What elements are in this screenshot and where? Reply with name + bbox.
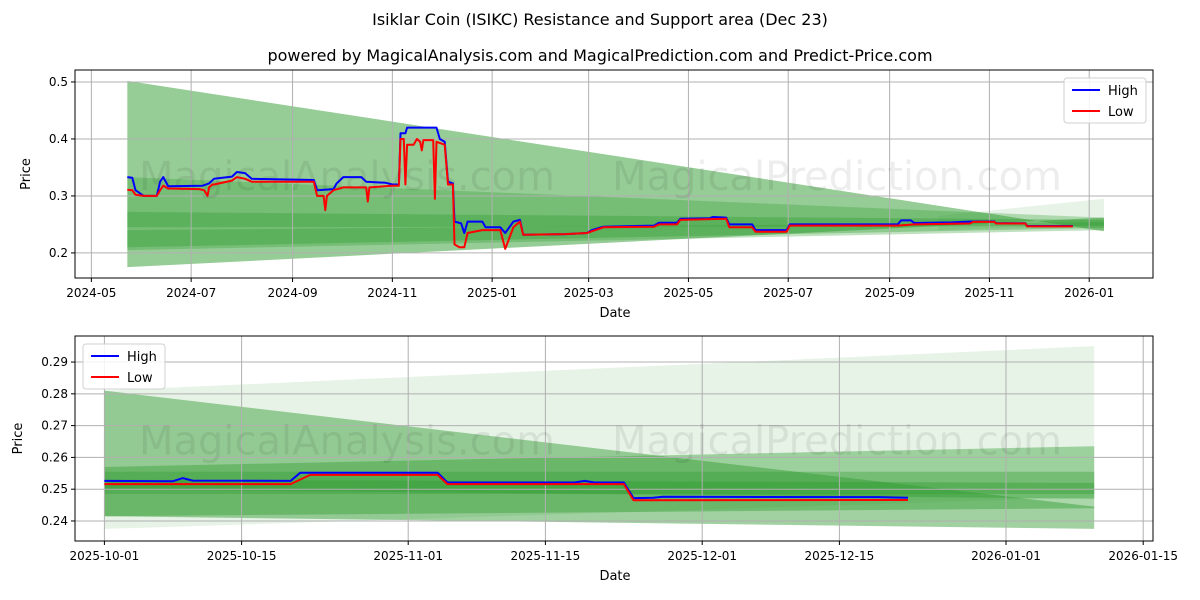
legend-label-low: Low — [127, 371, 153, 386]
series-line-high — [104, 471, 909, 500]
x-axis-label: Date — [599, 569, 630, 584]
x-tick-label: 2026-01 — [1064, 286, 1114, 300]
watermark-text: MagicalPrediction.com — [612, 419, 1062, 465]
legend-label-high: High — [127, 350, 157, 365]
x-tick-label: 2024-07 — [166, 286, 216, 300]
legend-label-low: Low — [1108, 105, 1134, 120]
support-resistance-band — [104, 446, 1095, 517]
x-tick-label: 2025-07 — [763, 286, 813, 300]
x-tick-label: 2025-11-15 — [511, 549, 581, 563]
x-tick-label: 2025-03 — [564, 286, 614, 300]
y-tick-label: 0.24 — [41, 514, 68, 528]
x-tick-label: 2025-10-15 — [207, 549, 277, 563]
y-tick-label: 0.25 — [41, 482, 68, 496]
x-tick-label: 2025-11-01 — [373, 549, 443, 563]
x-tick-label: 2025-01 — [467, 286, 517, 300]
y-tick-label: 0.29 — [41, 355, 68, 369]
y-tick-label: 0.4 — [49, 132, 68, 146]
figure-subtitle: powered by MagicalAnalysis.com and Magic… — [267, 46, 933, 65]
x-tick-label: 2026-01-15 — [1108, 549, 1178, 563]
x-tick-label: 2025-09 — [865, 286, 915, 300]
x-tick-label: 2025-10-01 — [70, 549, 140, 563]
y-tick-label: 0.3 — [49, 189, 68, 203]
x-tick-label: 2025-12-01 — [667, 549, 737, 563]
x-tick-label: 2024-11 — [367, 286, 417, 300]
support-resistance-band — [127, 222, 1104, 248]
y-tick-label: 0.5 — [49, 75, 68, 89]
figure-title: Isiklar Coin (ISIKC) Resistance and Supp… — [372, 10, 828, 29]
y-tick-label: 0.28 — [41, 387, 68, 401]
support-resistance-band — [127, 177, 1104, 251]
plot-frame — [74, 69, 1154, 279]
plot-frame — [74, 335, 1154, 542]
series-line-low — [127, 138, 1073, 250]
x-tick-label: 2025-05 — [663, 286, 713, 300]
legend-label-high: High — [1108, 84, 1138, 99]
y-tick-label: 0.26 — [41, 450, 68, 464]
y-tick-label: 0.27 — [41, 419, 68, 433]
watermark-text: MagicalAnalysis.com — [139, 419, 555, 465]
x-tick-label: 2024-09 — [267, 286, 317, 300]
series-line-low — [104, 473, 909, 502]
x-tick-label: 2025-12-15 — [805, 549, 875, 563]
x-axis-label: Date — [599, 306, 630, 321]
y-tick-label: 0.2 — [49, 246, 68, 260]
legend: High Low — [1063, 77, 1147, 124]
support-resistance-band — [104, 346, 1095, 529]
y-axis-label: Price — [11, 423, 26, 455]
legend: High Low — [82, 343, 166, 390]
support-resistance-band — [127, 80, 1104, 268]
x-tick-label: 2025-11 — [964, 286, 1014, 300]
x-tick-label: 2024-05 — [66, 286, 116, 300]
watermark-text: MagicalPrediction.com — [612, 154, 1062, 200]
y-axis-label: Price — [19, 158, 34, 190]
x-tick-label: 2026-01-01 — [971, 549, 1041, 563]
